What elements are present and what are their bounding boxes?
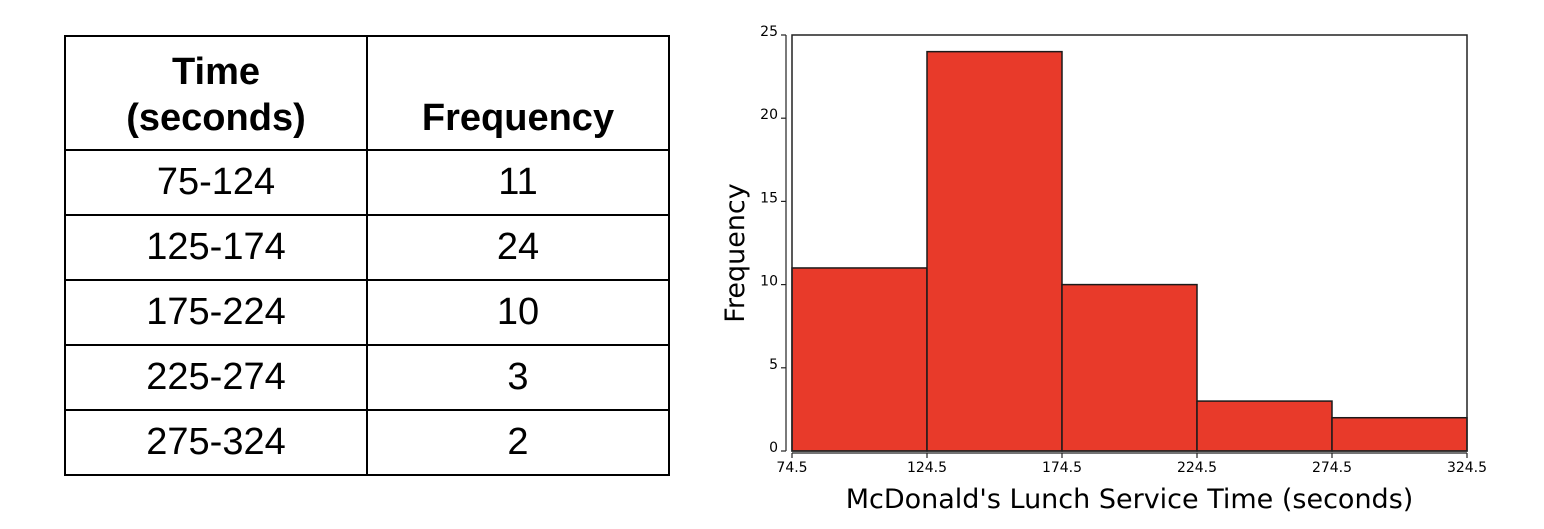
header-time: Time (seconds) bbox=[64, 35, 368, 151]
x-axis-title: McDonald's Lunch Service Time (seconds) bbox=[846, 484, 1414, 515]
y-axis-title: Frequency bbox=[720, 183, 751, 323]
header-time-line1: Time bbox=[171, 51, 260, 93]
histogram-bars bbox=[791, 50, 1468, 452]
table-row: 275-324 2 bbox=[64, 409, 670, 476]
time-cell: 125-174 bbox=[64, 214, 368, 281]
histogram-bar bbox=[926, 50, 1063, 452]
y-tick-label: 20 bbox=[760, 107, 778, 123]
frequency-cell: 24 bbox=[366, 214, 670, 281]
time-cell: 225-274 bbox=[64, 344, 368, 411]
histogram-bar bbox=[791, 267, 928, 452]
y-axis: 0 5 10 15 20 25 bbox=[760, 24, 787, 456]
histogram-bar bbox=[1331, 416, 1468, 452]
x-tick-label: 174.5 bbox=[1042, 460, 1082, 476]
x-tick-label: 324.5 bbox=[1447, 460, 1487, 476]
histogram-bar bbox=[1061, 283, 1198, 452]
table-row: 225-274 3 bbox=[64, 344, 670, 411]
x-tick-label: 274.5 bbox=[1312, 460, 1352, 476]
frequency-cell: 2 bbox=[366, 409, 670, 476]
y-tick-label: 10 bbox=[760, 274, 778, 290]
table-row: 75-124 11 bbox=[64, 149, 670, 216]
table-row: 125-174 24 bbox=[64, 214, 670, 281]
y-tick-label: 5 bbox=[769, 357, 778, 373]
time-cell: 75-124 bbox=[64, 149, 368, 216]
table-header-row: Time (seconds) Frequency bbox=[64, 35, 670, 151]
y-tick-label: 0 bbox=[769, 440, 778, 456]
header-time-line2: (seconds) bbox=[126, 97, 306, 139]
frequency-cell: 3 bbox=[366, 344, 670, 411]
x-tick-label: 224.5 bbox=[1177, 460, 1217, 476]
x-axis: 74.5 124.5 174.5 224.5 274.5 324.5 bbox=[776, 452, 1487, 476]
x-tick-label: 74.5 bbox=[776, 460, 807, 476]
table-row: 175-224 10 bbox=[64, 279, 670, 346]
y-tick-label: 25 bbox=[760, 24, 778, 40]
frequency-table: Time (seconds) Frequency 75-124 11 125-1… bbox=[64, 35, 670, 476]
x-tick-label: 124.5 bbox=[907, 460, 947, 476]
y-tick-label: 15 bbox=[760, 190, 778, 206]
time-cell: 275-324 bbox=[64, 409, 368, 476]
header-frequency: Frequency bbox=[366, 35, 670, 151]
histogram-bar bbox=[1196, 400, 1333, 452]
frequency-cell: 10 bbox=[366, 279, 670, 346]
plot-frame bbox=[791, 34, 1468, 452]
frequency-cell: 11 bbox=[366, 149, 670, 216]
time-cell: 175-224 bbox=[64, 279, 368, 346]
histogram-chart: 0 5 10 15 20 25 74.5 124.5 174.5 224.5 274.5 324.5… bbox=[720, 24, 1487, 515]
